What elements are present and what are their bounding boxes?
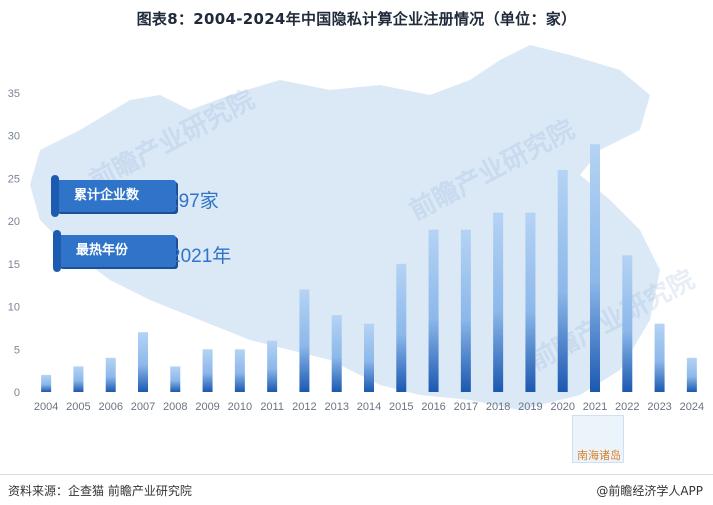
- x-tick-label: 2011: [260, 401, 284, 413]
- x-tick-label: 2004: [34, 401, 58, 413]
- y-tick-label: 15: [8, 259, 20, 271]
- bar-2019: [525, 212, 536, 392]
- x-tick-label: 2017: [454, 401, 478, 413]
- bar-2017: [460, 229, 471, 392]
- total-companies-value: 297家: [168, 191, 219, 212]
- source-text: 资料来源：企查猫 前瞻产业研究院: [8, 484, 192, 498]
- south-sea-islands-inset: [572, 415, 624, 463]
- bar-2020: [557, 169, 568, 392]
- x-tick-label: 2010: [228, 401, 252, 413]
- tag-curl: [53, 230, 61, 272]
- x-tick-label: 2007: [131, 401, 155, 413]
- peak-year-tag: 最热年份: [53, 230, 176, 272]
- x-tick-label: 2022: [615, 401, 639, 413]
- x-tick-label: 2005: [66, 401, 90, 413]
- bar-2013: [331, 315, 342, 392]
- peak-year-value: 2021年: [170, 246, 232, 267]
- bar-2008: [170, 366, 181, 392]
- tag-label: 累计企业数: [74, 188, 140, 203]
- bar-2023: [654, 323, 665, 392]
- x-tick-label: 2018: [486, 401, 510, 413]
- bar-2021: [590, 144, 600, 392]
- footer: 资料来源：企查猫 前瞻产业研究院 @前瞻经济学人APP: [0, 474, 713, 505]
- bar-2009: [202, 349, 213, 392]
- brand-text: @前瞻经济学人APP: [596, 484, 703, 498]
- bar-2005: [73, 366, 84, 392]
- x-tick-label: 2009: [195, 401, 219, 413]
- bar-2010: [234, 349, 245, 392]
- y-tick-label: 30: [8, 131, 20, 143]
- x-tick-label: 2020: [550, 401, 574, 413]
- bar-2006: [105, 357, 116, 392]
- x-tick-label: 2024: [680, 401, 704, 413]
- y-tick-label: 25: [8, 173, 20, 185]
- bar-2018: [493, 212, 504, 392]
- tag-label: 最热年份: [76, 243, 129, 258]
- y-tick-label: 10: [8, 302, 20, 314]
- tag-curl: [51, 175, 59, 217]
- y-tick-label: 35: [8, 88, 20, 100]
- x-tick-label: 2015: [389, 401, 413, 413]
- total-companies-tag: 累计企业数: [51, 175, 176, 217]
- x-tick-label: 2021: [583, 401, 607, 413]
- bar-2007: [138, 332, 148, 392]
- y-tick-label: 0: [14, 387, 20, 399]
- x-tick-label: 2016: [421, 401, 445, 413]
- x-tick-label: 2023: [647, 401, 671, 413]
- bar-2024: [686, 357, 697, 392]
- bar-2015: [396, 263, 407, 392]
- bar-chart: 0 5 10 15 20 25 30 35 2004 2005 2006 2007 2008 2009 2…: [8, 88, 704, 413]
- south-sea-islands-label: 南海诸岛: [577, 449, 621, 462]
- bar-2004: [41, 374, 52, 392]
- x-tick-label: 2008: [163, 401, 187, 413]
- y-tick-label: 20: [8, 216, 20, 228]
- bar-2011: [267, 340, 278, 392]
- x-tick-label: 2013: [324, 401, 348, 413]
- x-tick-label: 2012: [292, 401, 316, 413]
- bar-2022: [622, 255, 633, 392]
- chart-title: 图表8：2004-2024年中国隐私计算企业注册情况（单位：家）: [136, 10, 577, 28]
- x-tick-label: 2014: [357, 401, 381, 413]
- y-tick-label: 5: [14, 344, 20, 356]
- bar-2016: [428, 229, 439, 392]
- bar-2014: [364, 323, 374, 392]
- x-tick-label: 2019: [518, 401, 542, 413]
- x-tick-label: 2006: [98, 401, 122, 413]
- bar-2012: [299, 289, 310, 392]
